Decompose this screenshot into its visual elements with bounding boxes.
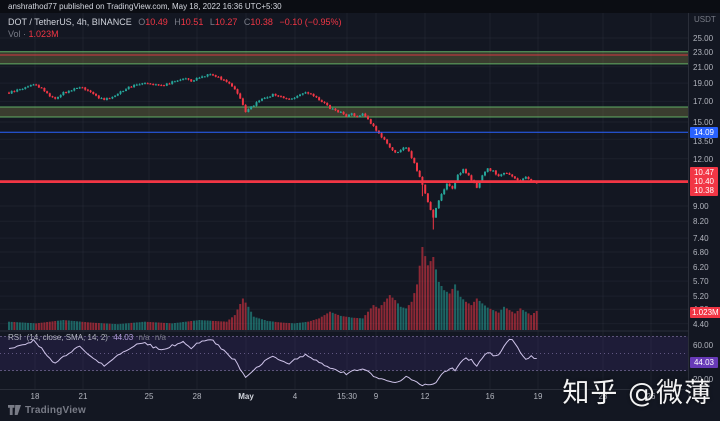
rsi-title[interactable]: RSI (8, 333, 22, 342)
rsi-params: (14, close, SMA, 14, 2) (26, 333, 108, 342)
price-tick: 9.00 (693, 202, 709, 211)
publish-text: anshrathod77 published on TradingView.co… (8, 2, 282, 11)
red-level-price-badge-2: 10.38 (690, 184, 718, 196)
rsi-value-badge: 44.03 (690, 356, 718, 368)
volume-key[interactable]: Vol (8, 29, 21, 39)
price-tick: 13.50 (693, 137, 714, 146)
time-tick: 23 (598, 392, 608, 401)
price-tick: 6.20 (693, 263, 709, 272)
ohlc-low-value: 10.27 (214, 17, 238, 27)
price-tick: 25.00 (693, 34, 714, 43)
price-tick: 19.00 (693, 79, 714, 88)
price-tick: 15.00 (693, 118, 714, 127)
price-tick: 7.40 (693, 234, 709, 243)
time-tick: 18 (30, 392, 40, 401)
symbol-title[interactable]: DOT / TetherUS, 4h, BINANCE (8, 17, 132, 27)
time-tick: 21 (78, 392, 88, 401)
ohlc-close-value: 10.38 (250, 17, 273, 27)
price-tick: 8.20 (693, 217, 709, 226)
time-tick: 9 (373, 392, 379, 401)
tradingview-logo-text: TradingView (25, 405, 86, 416)
volume-value: 1.023M (28, 29, 59, 39)
time-tick: 15:30 (336, 392, 358, 401)
volume-separator: · (23, 29, 27, 39)
rsi-scale-tick: 20.00 (693, 375, 714, 384)
currency-label: USDT (694, 15, 716, 24)
price-tick: 4.40 (693, 320, 709, 329)
blue-level-price-badge: 14.09 (690, 126, 718, 138)
rsi-na-1: n/a (138, 333, 150, 342)
change-value: −0.10 (−0.95%) (279, 17, 342, 27)
rsi-value: 44.03 (113, 333, 134, 342)
price-tick: 12.00 (693, 155, 714, 164)
volume-series (8, 247, 538, 331)
chart-canvas[interactable] (0, 13, 688, 403)
price-tick: 23.00 (693, 48, 714, 57)
time-tick: 12 (420, 392, 430, 401)
price-tick: 5.20 (693, 292, 709, 301)
price-axis[interactable]: USDT 25.00 23.00 21.00 19.00 17.00 15.00 13.50… (688, 13, 720, 403)
ohlc-low-key: L (209, 17, 215, 27)
zhihu-watermark: 知乎 @微薄 (562, 378, 712, 409)
ohlc-open-key: O (138, 17, 146, 27)
price-tick: 17.00 (693, 97, 714, 106)
ohlc-close-key: C (243, 17, 251, 27)
tradingview-logo[interactable]: TradingView (8, 405, 86, 416)
time-tick: 19 (533, 392, 543, 401)
time-tick: 25 (144, 392, 154, 401)
time-tick: 26 (646, 392, 656, 401)
time-tick: May (238, 392, 254, 401)
price-tick: 21.00 (693, 63, 714, 72)
price-tick: 6.80 (693, 248, 709, 257)
candlestick-series (8, 73, 538, 230)
ohlc-high-value: 10.51 (180, 17, 204, 27)
red-level-price-badge-1: 10.40 (690, 175, 718, 187)
ohlc-open-value: 10.49 (145, 17, 168, 27)
price-tick: 5.70 (693, 277, 709, 286)
ohlc-high-key: H (174, 17, 181, 27)
time-tick: 4 (292, 392, 298, 401)
rsi-indicator-legend[interactable]: RSI (14, close, SMA, 14, 2) 44.03 n/a n/… (8, 333, 166, 343)
level-lines (0, 131, 688, 183)
rsi-scale-tick: 60.00 (693, 341, 714, 350)
publish-bar: anshrathod77 published on TradingView.co… (0, 0, 720, 13)
tradingview-logo-icon (8, 405, 21, 415)
time-axis[interactable]: 18 21 25 28 May 4 15:30 9 12 16 19 23 26 (0, 389, 720, 403)
time-tick: 28 (192, 392, 202, 401)
rsi-na-2: n/a (154, 333, 166, 342)
symbol-legend: DOT / TetherUS, 4h, BINANCE O10.49 H10.5… (8, 16, 342, 40)
time-tick: 16 (485, 392, 495, 401)
volume-value-badge: 1.023M (690, 306, 720, 318)
red-level-price-badge-0: 10.47 (690, 166, 718, 178)
rsi-pane (0, 336, 688, 387)
